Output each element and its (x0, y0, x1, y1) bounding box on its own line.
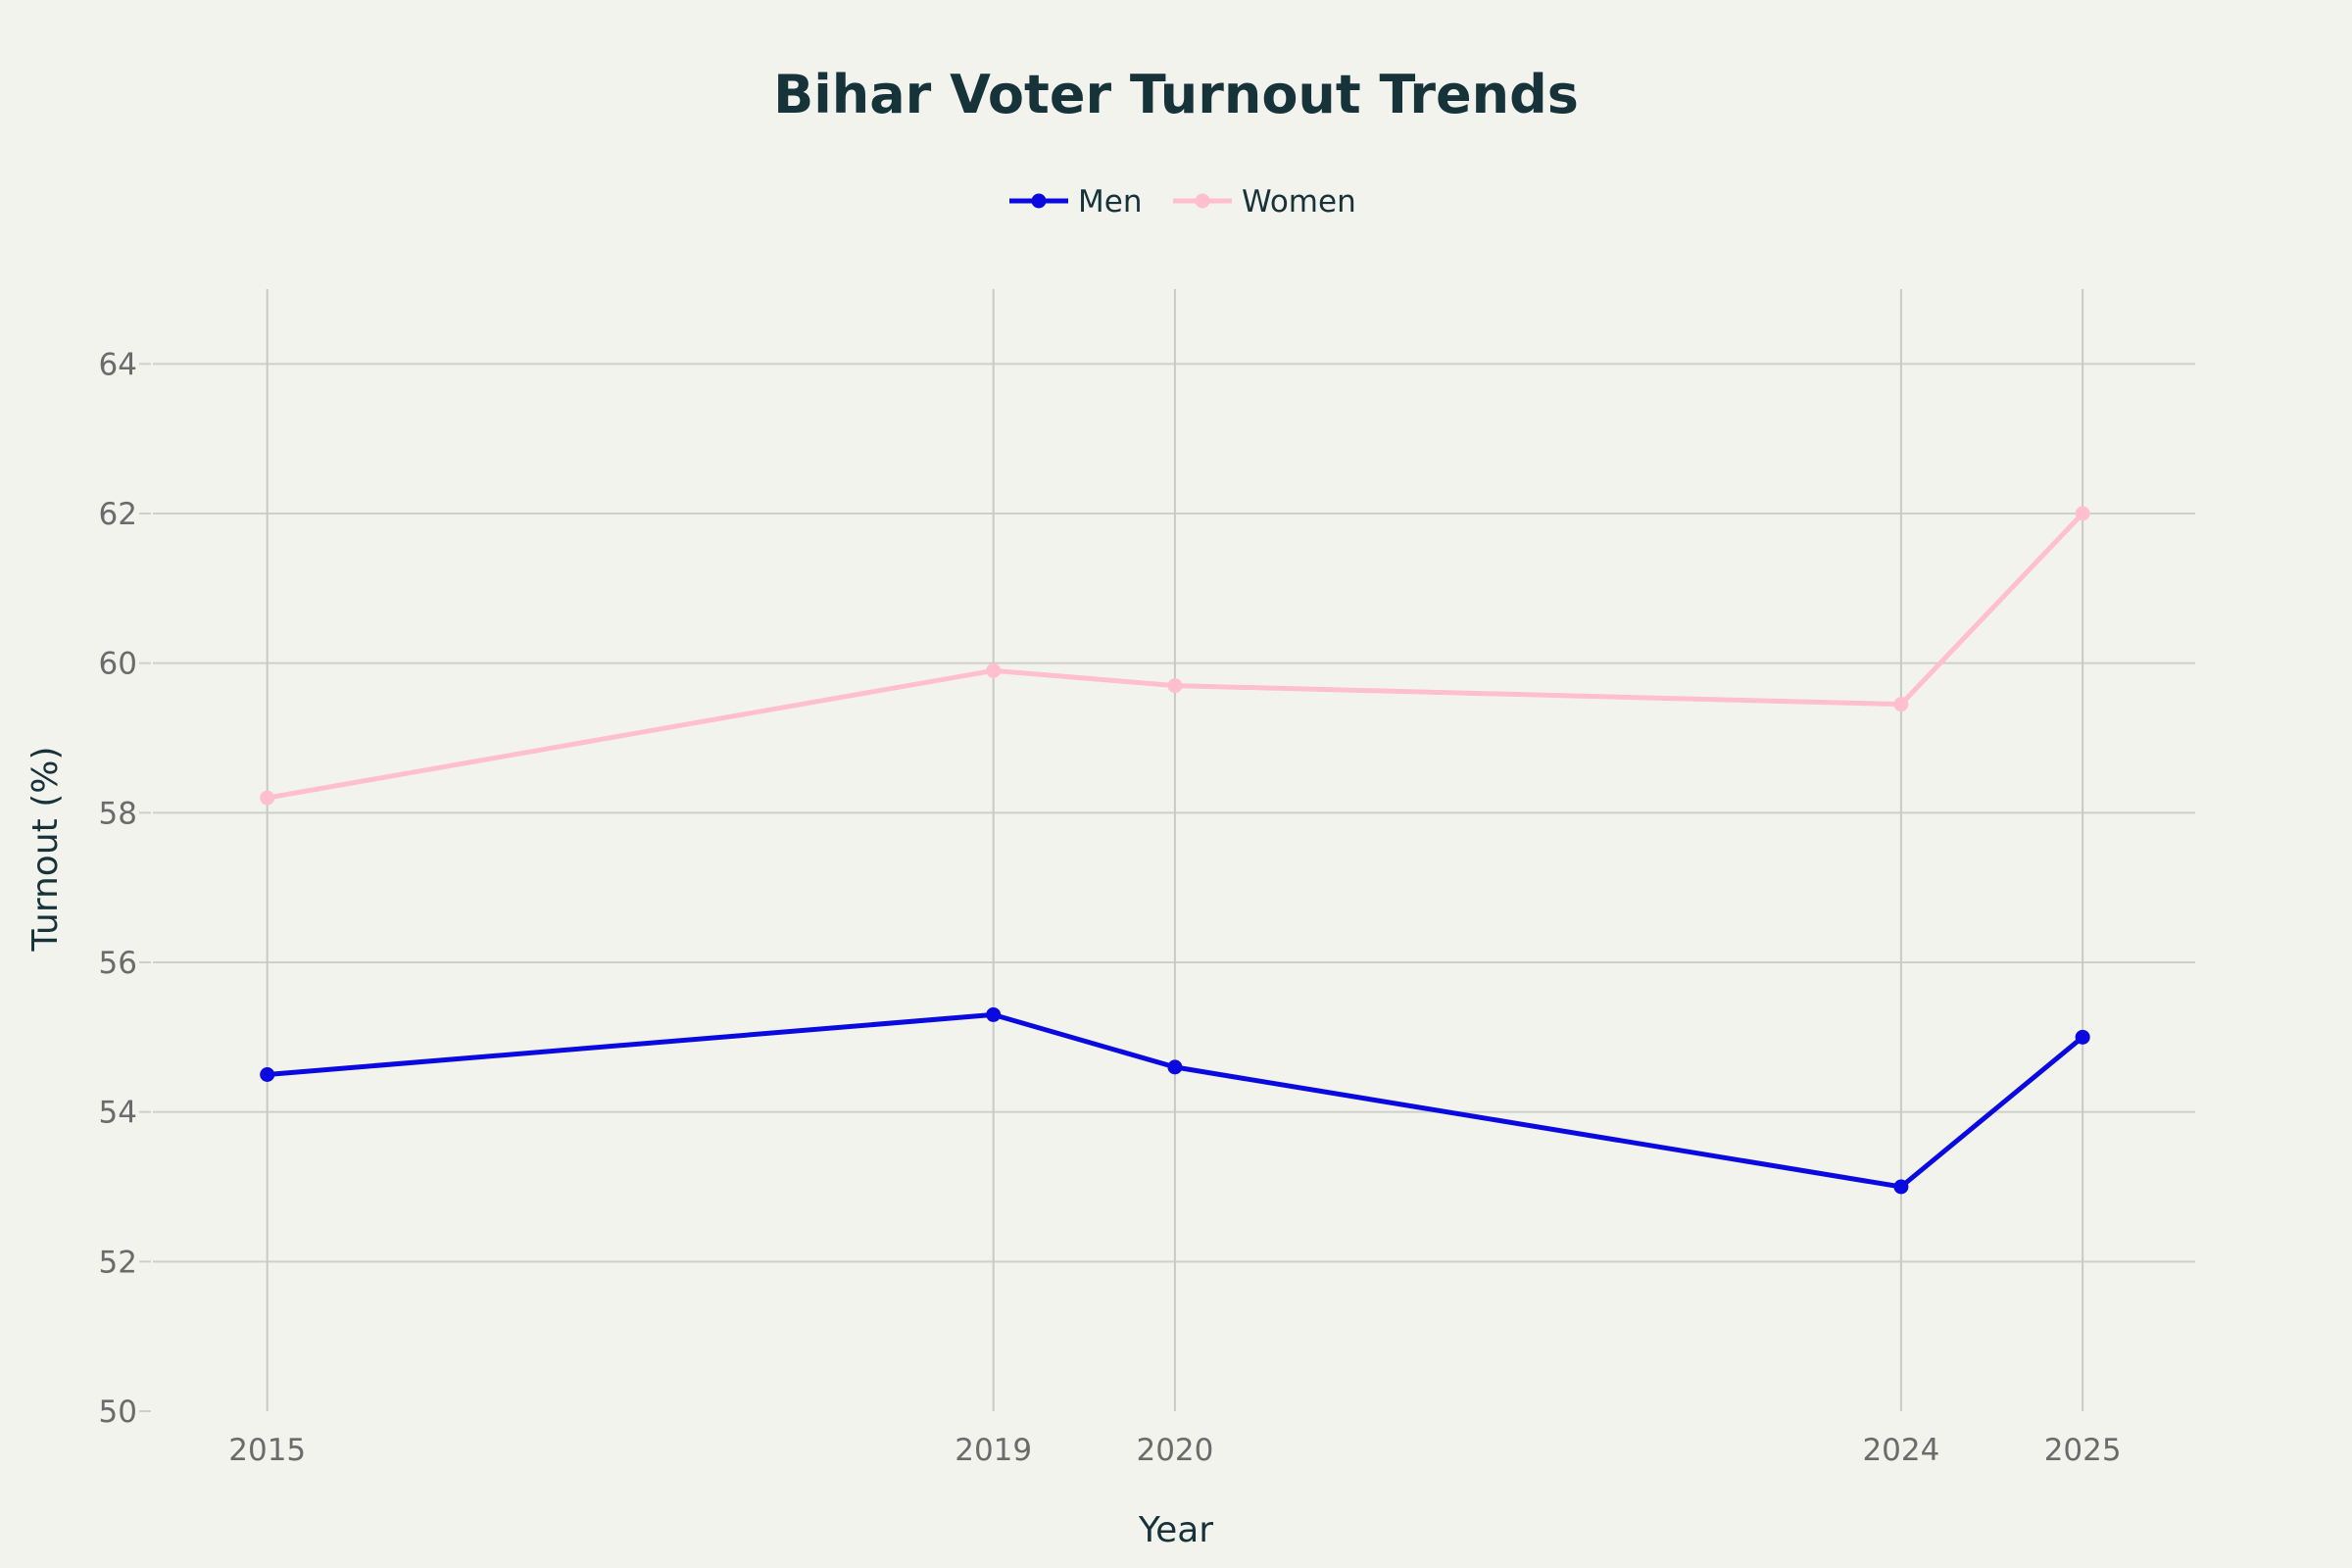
data-point-men-2015[interactable] (260, 1067, 275, 1082)
x-axis: 2015 2019 2020 2024 2025 (228, 1433, 2121, 1468)
series-men (260, 1006, 2090, 1195)
y-tick-label: 58 (99, 796, 137, 831)
y-tick-label: 62 (99, 497, 137, 532)
legend-swatch-marker (1031, 193, 1047, 209)
legend-label: Women (1242, 184, 1356, 220)
data-point-men-2020[interactable] (1167, 1059, 1183, 1075)
y-tick-label: 50 (99, 1395, 137, 1430)
data-point-women-2024[interactable] (1893, 697, 1909, 712)
series-layer (260, 506, 2090, 1195)
legend-swatch-marker (1195, 193, 1210, 209)
y-tick-label: 54 (99, 1096, 137, 1131)
data-point-women-2025[interactable] (2075, 506, 2090, 521)
x-tick-label: 2015 (228, 1433, 306, 1468)
chart-title: Bihar Voter Turnout Trends (773, 64, 1579, 125)
data-point-women-2020[interactable] (1167, 678, 1183, 694)
y-tick-label: 56 (99, 946, 137, 981)
y-axis: 50 52 54 56 58 60 62 64 (99, 347, 151, 1430)
y-tick-label: 64 (99, 347, 137, 382)
grid-lines (153, 289, 2195, 1411)
data-point-men-2019[interactable] (986, 1006, 1002, 1022)
legend-label: Men (1078, 184, 1142, 220)
y-axis-title: Turnout (%) (25, 746, 66, 952)
data-point-men-2025[interactable] (2075, 1029, 2090, 1045)
legend-item-women[interactable]: Women (1173, 184, 1356, 220)
x-tick-label: 2019 (955, 1433, 1032, 1468)
x-axis-title: Year (1138, 1510, 1213, 1550)
x-tick-label: 2020 (1136, 1433, 1213, 1468)
legend-item-men[interactable]: Men (1009, 184, 1142, 220)
series-women (260, 506, 2090, 806)
data-point-women-2019[interactable] (986, 662, 1002, 678)
y-tick-label: 52 (99, 1245, 137, 1280)
data-point-men-2024[interactable] (1893, 1179, 1909, 1195)
x-tick-label: 2024 (1862, 1433, 1939, 1468)
legend[interactable]: Men Women (1009, 184, 1356, 220)
x-tick-label: 2025 (2044, 1433, 2122, 1468)
y-tick-label: 60 (99, 647, 137, 682)
data-point-women-2015[interactable] (260, 790, 275, 806)
